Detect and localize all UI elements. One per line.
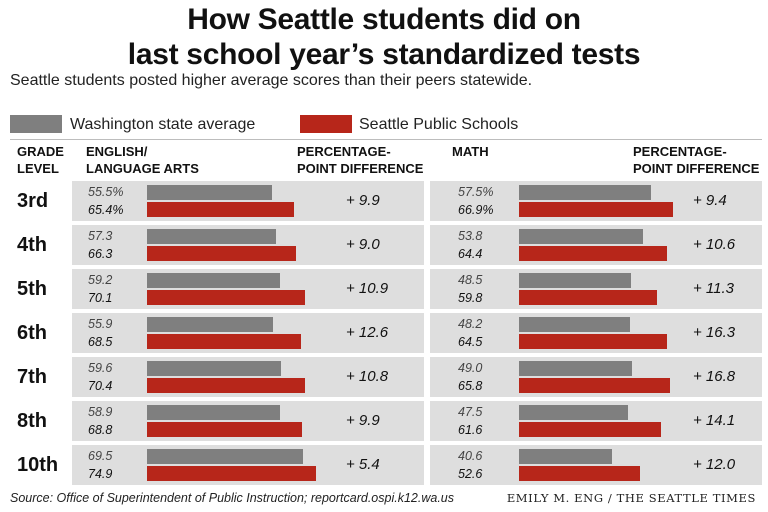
math-difference-label: + 16.8 [693,368,736,385]
ela-bar-seattle [147,246,297,261]
header-math: MATH [452,144,489,159]
math-value-state: 48.5 [458,273,483,287]
math-value-state: 53.8 [458,229,483,243]
ela-value-state: 57.3 [88,229,113,243]
ela-difference-label: + 10.9 [346,280,389,297]
math-bar-state [519,405,629,420]
ela-value-seattle: 70.1 [88,291,113,305]
math-value-seattle: 66.9% [458,203,494,217]
ela-difference-label: + 10.8 [346,368,389,385]
math-difference-label: + 14.1 [693,412,736,429]
math-bar-state [519,449,613,464]
grade-label-7th: 7th [17,366,47,388]
math-difference-label: + 11.3 [693,280,735,297]
ela-value-seattle: 74.9 [88,467,113,481]
ela-bar-state [147,405,280,420]
ela-difference-label: + 5.4 [346,456,380,473]
ela-value-state: 55.9 [88,317,113,331]
math-value-seattle: 64.5 [458,335,483,349]
ela-difference-label: + 9.9 [346,412,380,429]
ela-value-seattle: 68.5 [88,335,113,349]
ela-bar-state [147,273,281,288]
ela-value-state: 59.2 [88,273,113,287]
legend-swatch-state [10,115,62,133]
chart-title-line-2: last school year’s standardized tests [127,38,641,71]
math-bar-state [519,361,632,376]
ela-bar-state [147,229,276,244]
math-value-state: 48.2 [458,317,483,331]
grade-label-4th: 4th [17,234,47,256]
ela-value-state: 69.5 [88,449,113,463]
ela-value-seattle: 65.4% [88,203,124,217]
legend-label-seattle: Seattle Public Schools [359,116,519,133]
ela-value-seattle: 68.8 [88,423,113,437]
math-value-state: 40.6 [458,449,483,463]
ela-bar-seattle [147,290,305,305]
math-bar-seattle [519,466,640,481]
math-difference-label: + 12.0 [693,456,736,473]
grade-label-6th: 6th [17,322,47,344]
math-value-state: 49.0 [458,361,483,375]
math-bar-state [519,317,630,332]
header-rule [10,139,762,140]
math-value-seattle: 52.6 [458,467,483,481]
ela-bar-seattle [147,334,302,349]
chart-subtitle: Seattle students posted higher average s… [10,72,533,89]
math-bar-seattle [519,422,661,437]
grade-label-3rd: 3rd [17,190,49,212]
ela-bar-state [147,317,273,332]
math-difference-label: + 10.6 [693,236,736,253]
ela-bar-state [147,449,304,464]
ela-bar-state [147,185,272,200]
ela-value-state: 58.9 [88,405,113,419]
grade-label-10th: 10th [17,454,59,476]
math-bar-state [519,229,643,244]
math-bar-seattle [519,202,673,217]
math-bar-state [519,185,652,200]
legend-label-state: Washington state average [70,116,256,133]
math-value-state: 57.5% [458,185,494,199]
chart-title-line-1: How Seattle students did on [187,3,581,36]
grade-label-5th: 5th [17,278,47,300]
source-note: Source: Office of Superintendent of Publ… [10,491,454,505]
math-value-seattle: 65.8 [458,379,483,393]
ela-value-seattle: 70.4 [88,379,113,393]
math-bar-seattle [519,290,657,305]
header-grade-level: GRADE LEVEL [17,144,64,176]
math-bar-seattle [519,246,668,261]
math-value-seattle: 64.4 [458,247,483,261]
math-bar-seattle [519,334,668,349]
math-value-state: 47.5 [458,405,483,419]
grade-label-8th: 8th [17,410,47,432]
ela-value-seattle: 66.3 [88,247,113,261]
header-ela: ENGLISH/ LANGUAGE ARTS [86,144,199,176]
math-difference-label: + 9.4 [693,192,727,209]
ela-value-state: 59.6 [88,361,113,375]
ela-bar-seattle [147,378,306,393]
ela-bar-seattle [147,466,316,481]
ela-difference-label: + 9.0 [346,236,380,253]
ela-bar-state [147,361,282,376]
header-math-difference: PERCENTAGE-POINT DIFFERENCE [633,144,760,176]
header-ela-difference: PERCENTAGE-POINT DIFFERENCE [297,144,424,176]
math-value-seattle: 61.6 [458,423,483,437]
math-difference-label: + 16.3 [693,324,736,341]
math-value-seattle: 59.8 [458,291,483,305]
legend-swatch-seattle [300,115,352,133]
math-bar-seattle [519,378,671,393]
ela-bar-seattle [147,422,302,437]
ela-difference-label: + 9.9 [346,192,380,209]
math-bar-state [519,273,631,288]
ela-bar-seattle [147,202,295,217]
credit-line: EMILY M. ENG / THE SEATTLE TIMES [506,491,756,505]
ela-difference-label: + 12.6 [346,324,389,341]
ela-value-state: 55.5% [88,185,124,199]
